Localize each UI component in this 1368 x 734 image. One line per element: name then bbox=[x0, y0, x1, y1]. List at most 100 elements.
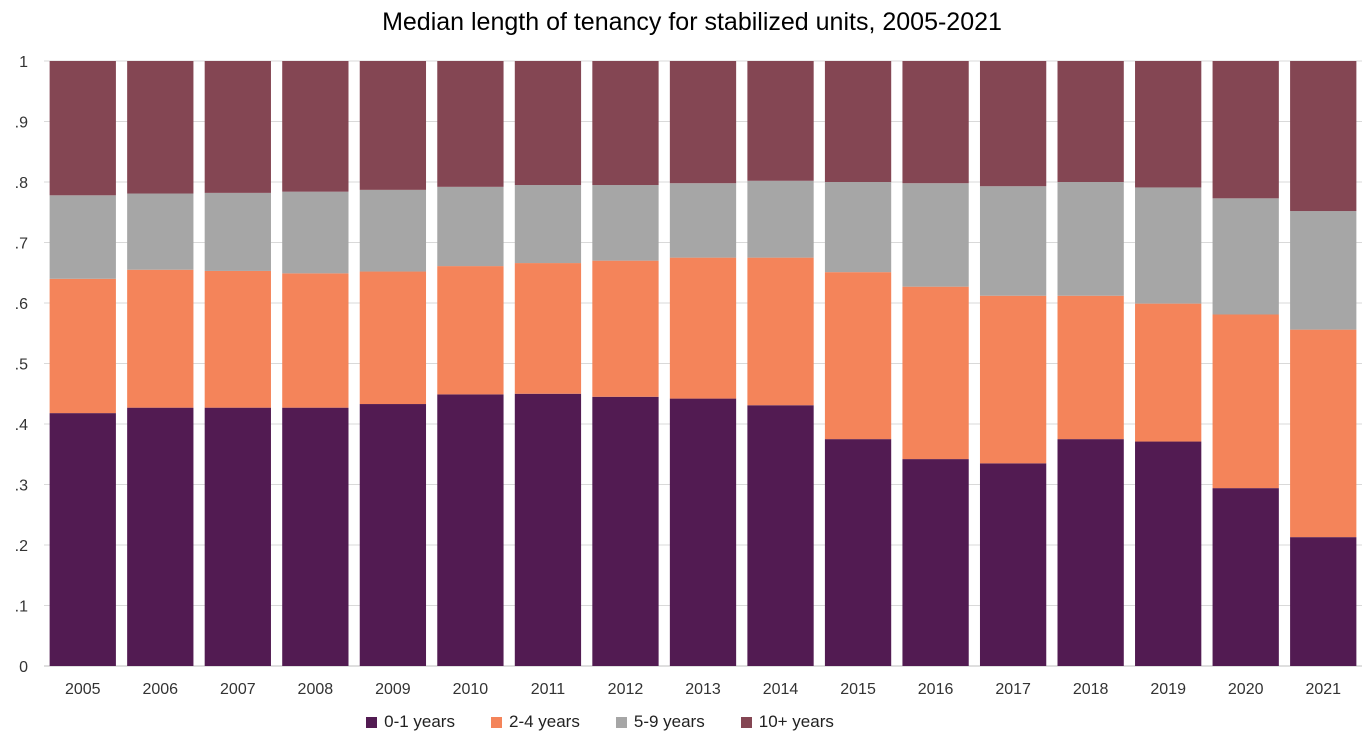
legend-item: 5-9 years bbox=[615, 712, 705, 732]
bars bbox=[49, 61, 1357, 666]
x-tick-label: 2005 bbox=[65, 681, 101, 698]
bar-segment-5-9-years-2018 bbox=[1057, 182, 1124, 296]
bar-segment-2-4-years-2021 bbox=[1290, 329, 1357, 538]
bar-segment-5-9-years-2015 bbox=[824, 182, 892, 273]
legend-item: 10+ years bbox=[740, 712, 834, 732]
y-axis-tick-labels: 0 .1 .2 .3 .4 .5 .6 .7 .8 .9 1 bbox=[15, 54, 28, 676]
x-tick-label: 2007 bbox=[220, 681, 256, 698]
bar-segment-10-years-2005 bbox=[49, 61, 116, 196]
y-tick-label: .7 bbox=[15, 236, 28, 253]
y-tick-label: .1 bbox=[15, 599, 28, 616]
legend-label: 10+ years bbox=[758, 712, 834, 731]
bar-segment-0-1-years-2011 bbox=[514, 393, 582, 666]
bar-segment-5-9-years-2019 bbox=[1135, 187, 1202, 304]
bar-segment-10-years-2007 bbox=[204, 61, 271, 193]
x-tick-label: 2017 bbox=[995, 681, 1031, 698]
bar-segment-0-1-years-2014 bbox=[747, 405, 814, 666]
y-tick-label: .9 bbox=[15, 115, 28, 132]
bar-segment-2-4-years-2010 bbox=[437, 266, 504, 395]
bar-segment-0-1-years-2019 bbox=[1135, 441, 1202, 666]
bar-segment-2-4-years-2008 bbox=[282, 273, 349, 408]
x-tick-label: 2018 bbox=[1073, 681, 1109, 698]
bar-segment-10-years-2015 bbox=[824, 61, 892, 182]
bar-segment-5-9-years-2010 bbox=[437, 186, 504, 267]
bar-segment-5-9-years-2016 bbox=[902, 183, 969, 287]
bar-segment-2-4-years-2016 bbox=[902, 286, 969, 460]
bar-segment-0-1-years-2012 bbox=[592, 396, 659, 666]
bar-segment-5-9-years-2012 bbox=[592, 185, 659, 261]
bar-segment-10-years-2013 bbox=[669, 61, 737, 184]
bar-segment-2-4-years-2018 bbox=[1057, 295, 1124, 440]
bar-segment-5-9-years-2021 bbox=[1290, 211, 1357, 330]
bar-segment-0-1-years-2015 bbox=[824, 439, 892, 666]
x-tick-label: 2014 bbox=[763, 681, 799, 698]
x-tick-label: 2015 bbox=[840, 681, 876, 698]
bar-segment-0-1-years-2016 bbox=[902, 459, 969, 666]
bar-segment-0-1-years-2009 bbox=[359, 404, 427, 666]
bar-segment-0-1-years-2010 bbox=[437, 394, 504, 666]
legend-item: 0-1 years bbox=[366, 712, 455, 732]
bar-segment-10-years-2009 bbox=[359, 61, 427, 190]
bar-segment-2-4-years-2006 bbox=[127, 269, 194, 408]
legend-label: 5-9 years bbox=[633, 712, 705, 731]
bar-segment-0-1-years-2013 bbox=[669, 398, 737, 666]
y-tick-label: .5 bbox=[15, 357, 28, 374]
bar-segment-0-1-years-2006 bbox=[127, 407, 194, 666]
legend-label: 0-1 years bbox=[384, 712, 455, 731]
bar-segment-10-years-2020 bbox=[1212, 61, 1279, 199]
bar-segment-10-years-2014 bbox=[747, 61, 814, 181]
bar-segment-2-4-years-2017 bbox=[979, 295, 1047, 464]
legend-swatch bbox=[366, 716, 378, 728]
stacked-bar-chart: 0.1.2.3.4.5.6.7.8.91 2005 2006 2007 2008 200… bbox=[15, 54, 1362, 698]
bar-segment-10-years-2008 bbox=[282, 61, 349, 192]
bar-segment-5-9-years-2014 bbox=[747, 180, 814, 258]
legend-swatch bbox=[490, 716, 502, 728]
x-tick-label: 2020 bbox=[1228, 681, 1264, 698]
bar-segment-5-9-years-2005 bbox=[49, 195, 116, 279]
x-tick-label: 2012 bbox=[608, 681, 644, 698]
bar-segment-0-1-years-2021 bbox=[1290, 537, 1357, 666]
bar-segment-10-years-2017 bbox=[979, 61, 1047, 187]
y-tick-label: .8 bbox=[15, 175, 28, 192]
x-tick-label: 2016 bbox=[918, 681, 954, 698]
x-tick-label: 2006 bbox=[142, 681, 178, 698]
y-tick-label: .4 bbox=[15, 417, 28, 434]
bar-segment-2-4-years-2020 bbox=[1212, 314, 1279, 489]
bar-segment-2-4-years-2013 bbox=[669, 257, 737, 399]
x-tick-label: 2013 bbox=[685, 681, 721, 698]
bar-segment-5-9-years-2008 bbox=[282, 191, 349, 274]
bar-segment-0-1-years-2017 bbox=[979, 463, 1047, 666]
y-tick-label: 0 bbox=[19, 659, 28, 676]
y-tick-label: .2 bbox=[15, 538, 28, 555]
x-tick-label: 2019 bbox=[1150, 681, 1186, 698]
bar-segment-0-1-years-2018 bbox=[1057, 439, 1124, 666]
bar-segment-2-4-years-2012 bbox=[592, 260, 659, 397]
y-tick-label: .6 bbox=[15, 296, 28, 313]
x-tick-label: 2010 bbox=[453, 681, 489, 698]
bar-segment-0-1-years-2008 bbox=[282, 407, 349, 666]
x-tick-label: 2009 bbox=[375, 681, 411, 698]
legend-swatch bbox=[740, 716, 752, 728]
bar-segment-5-9-years-2009 bbox=[359, 189, 427, 272]
bar-segment-0-1-years-2020 bbox=[1212, 488, 1279, 666]
bar-segment-10-years-2011 bbox=[514, 61, 582, 186]
legend-item: 2-4 years bbox=[490, 712, 580, 732]
bar-segment-10-years-2006 bbox=[127, 61, 194, 194]
bar-segment-10-years-2018 bbox=[1057, 61, 1124, 182]
chart-title: Median length of tenancy for stabilized … bbox=[382, 8, 1002, 36]
bar-segment-2-4-years-2005 bbox=[49, 278, 116, 414]
bar-segment-2-4-years-2007 bbox=[204, 270, 271, 408]
bar-segment-10-years-2010 bbox=[437, 61, 504, 187]
bar-segment-10-years-2021 bbox=[1290, 61, 1357, 212]
x-tick-label: 2021 bbox=[1305, 681, 1341, 698]
y-tick-label: .3 bbox=[15, 478, 28, 495]
bar-segment-2-4-years-2014 bbox=[747, 257, 814, 406]
bar-segment-0-1-years-2007 bbox=[204, 407, 271, 666]
legend-label: 2-4 years bbox=[508, 712, 580, 731]
bar-segment-2-4-years-2009 bbox=[359, 271, 427, 405]
bar-segment-5-9-years-2013 bbox=[669, 183, 737, 258]
bar-segment-5-9-years-2006 bbox=[127, 193, 194, 270]
x-tick-label: 2011 bbox=[531, 681, 566, 698]
x-axis-tick-labels: 2005 2006 2007 2008 2009 2010 2011 2012 2013 2014… bbox=[65, 681, 1341, 698]
bar-segment-0-1-years-2005 bbox=[49, 413, 116, 666]
